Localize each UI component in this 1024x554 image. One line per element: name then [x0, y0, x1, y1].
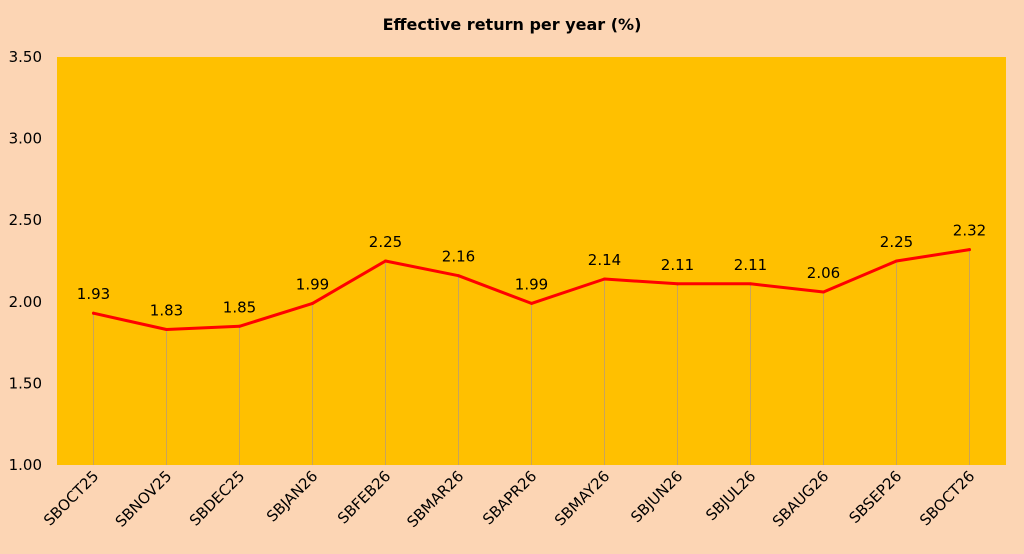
data-label: 2.11 — [734, 256, 767, 274]
x-tick-label: SBMAR26 — [403, 467, 467, 531]
chart-title: Effective return per year (%) — [383, 15, 642, 34]
data-label: 2.11 — [661, 256, 694, 274]
x-tick-label: SBOCT25 — [40, 467, 102, 529]
x-tick-label: SBNOV25 — [112, 467, 176, 531]
data-label: 2.32 — [953, 222, 986, 240]
data-label: 2.16 — [442, 248, 475, 266]
x-tick-label: SBAPR26 — [479, 467, 540, 528]
data-labels: 1.93 1.83 1.85 1.99 2.25 2.16 1.99 2.14 2.11 2.11… — [77, 222, 986, 320]
x-tick-label: SBDEC25 — [186, 467, 249, 530]
data-point — [895, 259, 898, 263]
data-label: 1.99 — [296, 275, 329, 293]
y-tick-label: 2.00 — [9, 293, 42, 311]
data-point — [676, 282, 679, 286]
data-point — [457, 274, 460, 278]
series-group — [92, 248, 971, 332]
data-label: 2.06 — [807, 264, 840, 282]
data-label: 1.83 — [150, 302, 183, 320]
x-tick-label: SBOCT26 — [916, 467, 978, 529]
data-label: 1.99 — [515, 275, 548, 293]
y-tick-label: 1.00 — [9, 456, 42, 474]
data-point — [603, 277, 606, 281]
data-point — [530, 301, 533, 305]
data-point — [749, 282, 752, 286]
data-point — [968, 248, 971, 252]
y-tick-label: 3.00 — [9, 130, 42, 148]
data-label: 2.25 — [880, 233, 913, 251]
data-point — [384, 259, 387, 263]
y-axis: 1.00 1.50 2.00 2.50 3.00 3.50 — [9, 48, 42, 474]
data-point — [165, 328, 168, 332]
data-label: 2.25 — [369, 233, 402, 251]
data-point — [822, 290, 825, 294]
drop-lines — [93, 249, 970, 465]
x-tick-label: SBAUG26 — [769, 467, 832, 530]
data-point — [92, 311, 95, 315]
data-label: 1.93 — [77, 285, 110, 303]
x-tick-label: SBSEP26 — [845, 467, 905, 527]
y-tick-label: 3.50 — [9, 48, 42, 66]
x-tick-label: SBJUN26 — [627, 467, 686, 526]
x-axis: SBOCT25 SBNOV25 SBDEC25 SBJAN26 SBFEB26 SBMAR… — [40, 467, 978, 531]
x-tick-label: SBFEB26 — [334, 467, 394, 527]
y-tick-label: 1.50 — [9, 374, 42, 392]
x-tick-label: SBJAN26 — [263, 467, 321, 525]
x-tick-label: SBJUL26 — [702, 467, 759, 524]
data-label: 2.14 — [588, 251, 621, 269]
data-label: 1.85 — [223, 298, 256, 316]
x-tick-label: SBMAY26 — [551, 467, 613, 529]
y-tick-label: 2.50 — [9, 211, 42, 229]
data-point — [238, 324, 241, 328]
data-point — [311, 301, 314, 305]
